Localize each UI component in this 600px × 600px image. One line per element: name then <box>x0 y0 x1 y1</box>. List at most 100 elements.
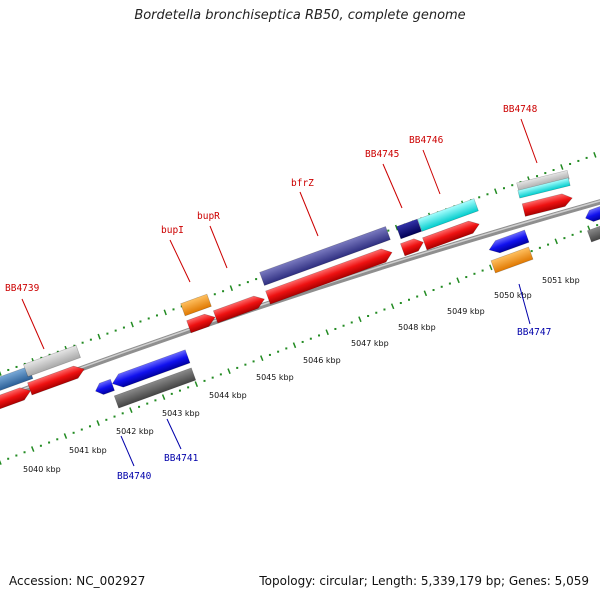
scale-dot <box>285 347 288 350</box>
scale-tick <box>96 420 100 426</box>
scale-dot <box>106 332 109 335</box>
scale-tick <box>0 459 2 465</box>
genes-layer <box>0 169 600 414</box>
gene-bar-orange <box>490 246 534 274</box>
scale-label: 5040 kbp <box>23 465 61 474</box>
scale-dot <box>367 314 370 317</box>
gene-bar-steel <box>0 365 34 395</box>
genome-backbone <box>0 199 600 402</box>
scale-dot <box>318 334 321 337</box>
scale-dot <box>375 311 378 314</box>
backbone-layer <box>0 199 600 402</box>
scale-tick <box>161 394 166 400</box>
scale-tick <box>129 407 133 413</box>
gene-arrow-forward <box>212 295 265 324</box>
gene-label: BB4748 <box>503 104 538 115</box>
scale-dot <box>72 431 75 434</box>
scale-tick <box>97 333 101 340</box>
scale-tick <box>194 381 199 388</box>
scale-dot <box>138 405 141 408</box>
scale-dot <box>154 399 157 402</box>
scale-dot <box>571 233 574 236</box>
scale-dot <box>538 246 541 249</box>
gene-label-leader <box>169 239 191 283</box>
gene-bar-grey <box>23 344 81 378</box>
scale-dot <box>502 187 505 190</box>
scale-dot <box>244 363 247 366</box>
scale-tick <box>494 188 498 195</box>
scale-dot <box>203 379 206 382</box>
scale-tick <box>593 151 597 158</box>
scale-dot <box>56 350 59 353</box>
scale-dot <box>246 281 249 284</box>
scale-dot <box>222 290 225 293</box>
scale-tick <box>229 285 234 292</box>
scale-tick <box>227 368 231 375</box>
scale-dot <box>48 353 51 356</box>
scale-dot <box>155 314 158 317</box>
scale-dot <box>481 269 484 272</box>
scale-tick <box>394 224 399 231</box>
scale-dot <box>178 389 181 392</box>
scale-dot <box>80 428 83 431</box>
scale-dot <box>596 224 599 227</box>
scale-label: 5049 kbp <box>447 307 485 316</box>
gene-label-leader <box>299 191 319 237</box>
scale-tick <box>292 342 297 349</box>
gene-label-leader <box>120 435 135 467</box>
gene-bar-dark <box>586 225 600 243</box>
scale-tick <box>63 433 68 439</box>
scale-dot <box>56 438 59 441</box>
gene-arrow-forward <box>0 387 32 414</box>
scale-dot <box>268 353 271 356</box>
scale-tick <box>390 303 395 310</box>
scale-tick <box>358 316 362 323</box>
scale-dot <box>448 282 451 285</box>
scale-dot <box>432 289 435 292</box>
gene-label: BB4741 <box>164 453 199 464</box>
scale-tick <box>456 277 460 284</box>
topology-text: Topology: circular; Length: 5,339,179 bp… <box>259 574 589 588</box>
scale-dot <box>15 365 18 368</box>
scale-dot <box>139 320 142 323</box>
scale-dot <box>219 373 222 376</box>
scale-dot <box>387 229 390 232</box>
scale-tick <box>30 446 35 452</box>
scale-dot <box>105 418 108 421</box>
scale-dot <box>23 451 26 454</box>
gene-label-leader <box>21 298 45 350</box>
scale-dot <box>407 298 410 301</box>
gene-arrow-reverse <box>488 229 530 254</box>
gene-bar-orange <box>180 293 212 317</box>
gene-bar-cyan <box>517 177 571 199</box>
scale-dot <box>399 302 402 305</box>
scale-dot <box>544 172 547 175</box>
gene-bar-dark <box>113 367 197 409</box>
scale-dot <box>478 196 481 199</box>
gene-label-leader <box>166 418 182 450</box>
gene-label-leader <box>518 283 531 325</box>
scale-dot <box>547 243 550 246</box>
scale-label: 5051 kbp <box>542 276 580 285</box>
scale-dot <box>569 162 572 165</box>
scale-dot <box>88 425 91 428</box>
scale-label: 5050 kbp <box>494 291 532 300</box>
scale-label: 5043 kbp <box>162 409 200 418</box>
scale-label: 5042 kbp <box>116 427 154 436</box>
scale-dot <box>213 293 216 296</box>
scale-dot <box>15 454 18 457</box>
scale-dot <box>277 350 280 353</box>
scale-dot <box>48 441 51 444</box>
gene-bar-navy <box>396 218 422 240</box>
scale-dot <box>530 250 533 253</box>
scale-label: 5044 kbp <box>209 391 247 400</box>
scale-dot <box>511 184 514 187</box>
scale-dot <box>211 376 214 379</box>
gene-arrow-forward <box>422 220 480 251</box>
scale-dot <box>342 324 345 327</box>
scale-tick <box>554 238 558 245</box>
genome-backbone-highlight <box>0 200 600 399</box>
scale-dot <box>473 272 476 275</box>
gene-label-leader <box>520 118 538 164</box>
